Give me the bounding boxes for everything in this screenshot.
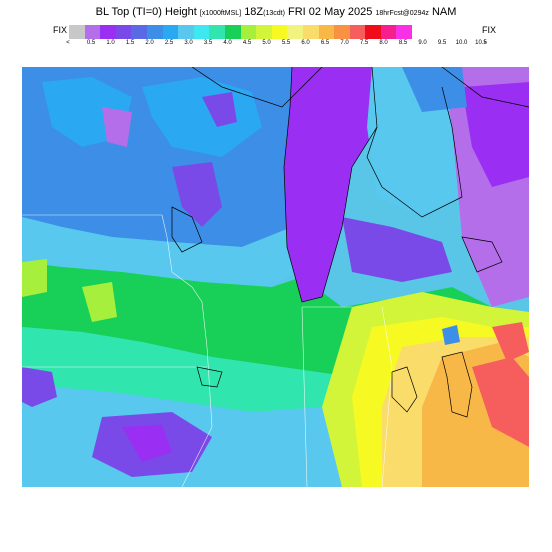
color-scale-label-19: 10.0: [455, 40, 468, 46]
color-scale-labels: < > 0.5 1.0 1.5 2.0 2.5 3.0 3.5 4.0 4.5 5.0 5.5 6.0…: [60, 40, 490, 50]
color-scale-swatch-14: [287, 25, 303, 39]
color-scale-label-6: 3.5: [203, 40, 213, 46]
lime-patch-edge: [22, 259, 47, 297]
color-scale-swatch-1: [84, 25, 101, 39]
southwest-purple-patch: [22, 367, 57, 407]
fix-left-label: FIX: [53, 25, 68, 35]
color-scale-swatch-16: [318, 25, 335, 39]
coastlines: [171, 67, 529, 418]
northeast-coast: [441, 67, 529, 108]
northeast-red-patch: [492, 322, 529, 362]
less-than-symbol: <: [66, 40, 70, 46]
color-scale-label-5: 3.0: [184, 40, 193, 46]
color-scale-swatch-21: [396, 25, 413, 39]
fix-right-label: FIX: [482, 25, 497, 35]
purple-patch-1: [172, 162, 222, 227]
color-scale-swatch-12: [256, 25, 272, 39]
map-title: BL Top (TI=0) Height [x1000ftMSL] 18Z(13…: [0, 6, 552, 18]
greater-than-symbol: >: [483, 40, 487, 46]
color-scale-bar: [69, 25, 413, 39]
title-model: NAM: [431, 6, 457, 18]
color-scale-label-13: 7.0: [340, 40, 349, 46]
color-scale-swatch-20: [380, 25, 397, 39]
color-scale-label-1: 1.0: [106, 40, 115, 46]
lake-shore-purple: [342, 217, 452, 282]
state-boundaries: [22, 214, 393, 487]
title-units: [x1000ftMSL]: [199, 10, 242, 17]
color-scale-label-11: 6.0: [301, 40, 310, 46]
island-outline-2: [461, 236, 503, 273]
title-time: 18Z: [244, 6, 264, 18]
color-scale-label-0: 0.5: [86, 40, 96, 46]
color-scale-label-7: 4.0: [223, 40, 232, 46]
color-scale-label-2: 1.5: [125, 40, 135, 46]
color-scale-label-12: 6.5: [320, 40, 330, 46]
lime-patch-west: [82, 282, 117, 322]
color-scale-label-9: 5.0: [262, 40, 271, 46]
island-outline-3: [196, 366, 223, 388]
color-scale-label-3: 2.0: [145, 40, 154, 46]
color-scale-swatch-15: [302, 25, 319, 39]
northeast-blue-strip: [402, 67, 467, 112]
color-scale-swatch-10: [224, 25, 241, 39]
color-scale-swatch-13: [271, 25, 288, 39]
color-scale-label-18: 9.5: [437, 40, 447, 46]
boundary-line-5: [301, 306, 308, 487]
northeast-purple-zone: [462, 82, 529, 187]
color-scale-swatch-2: [100, 25, 116, 39]
title-date: FRI 02 May 2025: [288, 6, 373, 18]
east-coast-outline-2: [441, 351, 473, 418]
color-scale-swatch-8: [193, 25, 210, 39]
boundary-line-2: [161, 214, 208, 348]
color-scale-label-16: 8.5: [398, 40, 408, 46]
weather-map: [22, 67, 529, 487]
upper-peninsula-outline: [191, 67, 323, 108]
title-local: (13cdt): [263, 10, 285, 17]
color-scale-label-4: 2.5: [164, 40, 174, 46]
title-main: BL Top (TI=0) Height: [95, 6, 197, 18]
color-scale-label-20: 10.5: [475, 40, 487, 46]
map-canvas: [22, 67, 529, 487]
color-scale-label-17: 9.0: [418, 40, 427, 46]
color-scale-swatch-9: [209, 25, 225, 39]
color-scale-label-10: 5.5: [281, 40, 291, 46]
lake-michigan-zone: [284, 67, 377, 302]
color-scale-swatch-0: [69, 25, 85, 39]
color-scale-swatch-4: [131, 25, 147, 39]
blue-dot-east: [442, 325, 460, 345]
color-scale-swatch-17: [334, 25, 350, 39]
lake-michigan-outline: [283, 67, 378, 303]
color-scale-swatch-18: [349, 25, 366, 39]
south-deep-purple-patch: [122, 425, 172, 462]
color-scale-label-8: 4.5: [242, 40, 252, 46]
title-forecast: 18hrFcst@0294z: [375, 10, 429, 17]
purple-patch-2: [202, 92, 237, 127]
boundary-line-7: [381, 306, 393, 487]
lavender-patch-1: [102, 107, 132, 147]
island-outline-1: [171, 206, 203, 253]
lower-michigan-outline: [366, 86, 463, 218]
boundary-line-3: [181, 346, 213, 487]
teal-belt: [22, 327, 352, 412]
east-coast-outline-1: [391, 366, 418, 413]
color-scale-swatch-11: [240, 25, 257, 39]
color-scale-swatch-6: [162, 25, 179, 39]
east-red-zone: [472, 357, 529, 447]
color-scale-swatch-3: [115, 25, 132, 39]
color-scale-swatch-19: [365, 25, 381, 39]
color-scale-swatch-7: [178, 25, 194, 39]
color-scale-swatch-5: [146, 25, 163, 39]
color-scale-label-15: 8.0: [379, 40, 388, 46]
color-scale-label-14: 7.5: [359, 40, 369, 46]
